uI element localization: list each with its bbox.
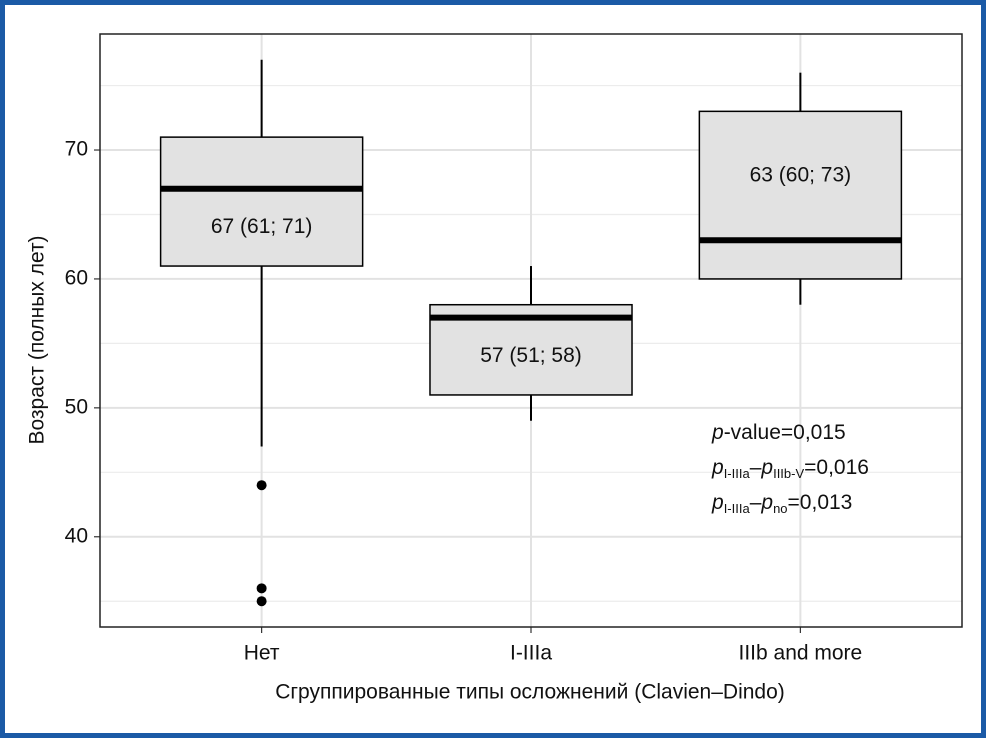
annotation-part: =0,016 bbox=[804, 456, 869, 479]
x-axis-title: Сгруппированные типы осложнений (Clavien… bbox=[275, 681, 785, 704]
annotation: pI-IIIa–pno=0,013 bbox=[711, 491, 852, 517]
value-label: 63 (60; 73) bbox=[750, 163, 852, 186]
outlier bbox=[256, 583, 267, 594]
x-tick-label: I-IIIa bbox=[510, 642, 552, 665]
y-tick-label: 60 bbox=[65, 266, 88, 289]
plot-border bbox=[99, 33, 963, 628]
annotation-part: – bbox=[750, 491, 762, 514]
outlier bbox=[256, 596, 267, 607]
y-tick-label: 70 bbox=[65, 138, 88, 161]
subscript: I-IIIa bbox=[724, 466, 751, 481]
annotation-part: p bbox=[760, 456, 773, 479]
annotation: pI-IIIa–pIIIb-V=0,016 bbox=[711, 456, 869, 482]
y-tick-label: 40 bbox=[65, 524, 88, 547]
annotation: p-value=0,015 bbox=[711, 421, 846, 444]
annotation-part: -value=0,015 bbox=[724, 421, 846, 444]
outlier bbox=[256, 480, 267, 491]
y-tick-label: 50 bbox=[65, 395, 88, 418]
annotation-part: p bbox=[711, 491, 724, 514]
value-label: 67 (61; 71) bbox=[211, 215, 313, 238]
annotation-part: – bbox=[750, 456, 762, 479]
x-tick-label: IIIb and more bbox=[739, 642, 863, 665]
annotation-part: p bbox=[711, 421, 724, 444]
subscript: IIIb-V bbox=[773, 466, 804, 481]
box bbox=[698, 110, 903, 280]
value-label: 57 (51; 58) bbox=[480, 344, 582, 367]
y-axis-title: Возраст (полных лет) bbox=[26, 235, 49, 444]
subscript: I-IIIa bbox=[724, 501, 751, 516]
annotation-part: p bbox=[711, 456, 724, 479]
x-tick-label: Нет bbox=[244, 642, 280, 665]
subscript: no bbox=[773, 501, 787, 516]
box bbox=[159, 136, 364, 267]
annotation-part: =0,013 bbox=[788, 491, 853, 514]
annotation-part: p bbox=[760, 491, 773, 514]
